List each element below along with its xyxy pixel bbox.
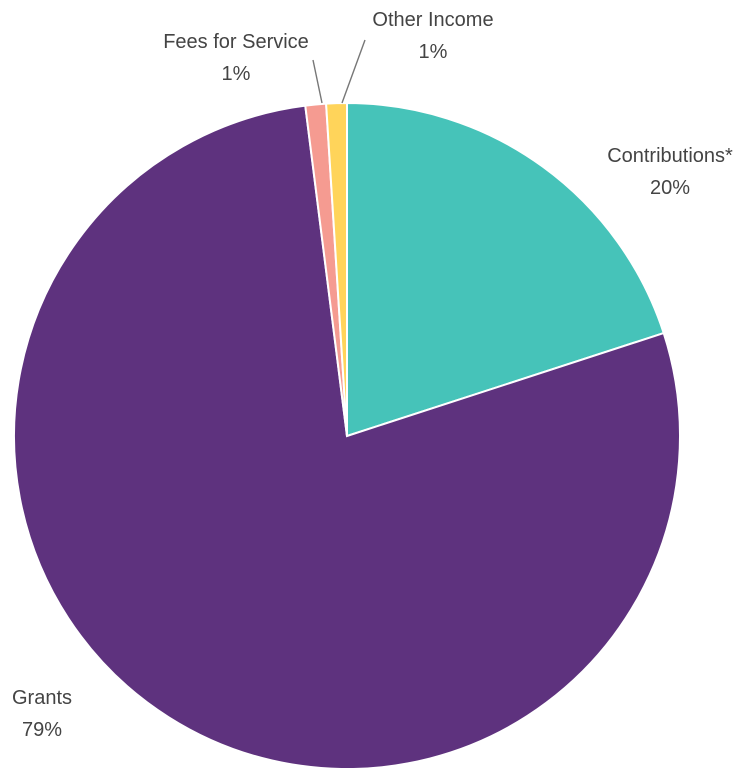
leader-line-fees-for-service	[312, 59, 323, 104]
slice-label-fees-for-service: Fees for Service	[163, 31, 309, 53]
pie-slices	[13, 101, 681, 768]
slice-value-other-income: 1%	[419, 41, 448, 63]
leader-line-other-income	[341, 39, 366, 104]
slice-label-other-income: Other Income	[372, 9, 493, 31]
slice-label-grants: Grants	[12, 687, 72, 709]
slice-labels: Contributions* 20% Grants 79% Fees for Servi…	[12, 9, 733, 741]
slice-label-contributions: Contributions*	[607, 145, 733, 167]
pie-slice-grants	[13, 104, 681, 768]
slice-value-grants: 79%	[22, 719, 62, 741]
slice-value-contributions: 20%	[650, 177, 690, 199]
slice-value-fees-for-service: 1%	[222, 63, 251, 85]
pie-slice-other-income	[325, 101, 348, 437]
leader-lines	[312, 39, 366, 104]
pie-slice-contributions	[346, 101, 665, 438]
